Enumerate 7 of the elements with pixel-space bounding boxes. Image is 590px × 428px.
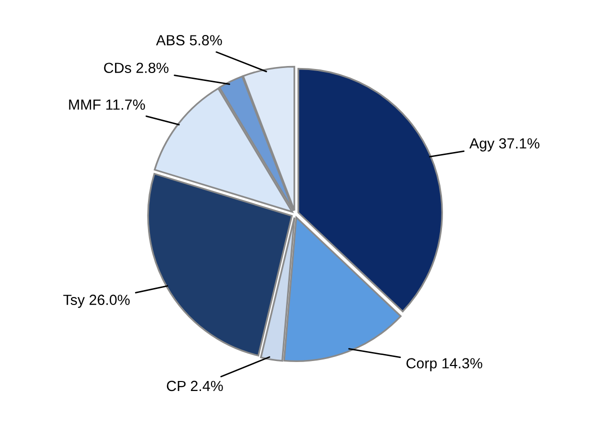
slice-label: Agy 37.1% xyxy=(469,138,540,152)
slice-label: Tsy 26.0% xyxy=(63,294,130,308)
slice-label: ABS 5.8% xyxy=(156,35,222,46)
slice-label: CP 2.4% xyxy=(166,380,223,392)
slice-label: MMF 11.7% xyxy=(69,100,145,110)
slice-label: Corp 14.3% xyxy=(406,358,482,372)
slice-label: CDs 2.8% xyxy=(104,62,168,74)
